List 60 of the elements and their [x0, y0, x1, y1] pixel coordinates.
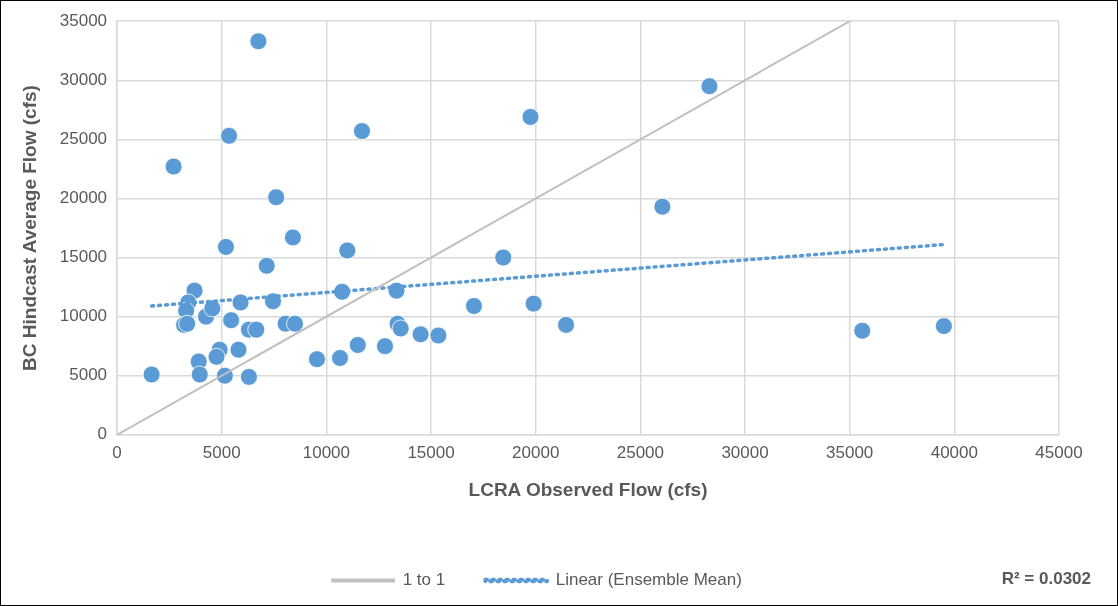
- x-tick-label: 25000: [616, 442, 665, 462]
- y-tick-label: 5000: [69, 365, 108, 385]
- point: [653, 197, 672, 216]
- y-tick-label: 30000: [59, 69, 108, 89]
- x-tick-label: 40000: [930, 442, 978, 462]
- x-tick-label: 5000: [202, 442, 241, 462]
- point: [203, 299, 222, 318]
- point: [164, 157, 183, 176]
- x-tick-label: 10000: [302, 442, 351, 462]
- point: [142, 365, 161, 384]
- x-tick-label: 30000: [721, 442, 769, 462]
- point: [411, 325, 430, 344]
- y-tick-label: 15000: [59, 247, 108, 267]
- y-tick-label: 25000: [59, 129, 108, 149]
- point: [494, 248, 513, 267]
- point: [220, 126, 238, 145]
- point: [308, 350, 326, 369]
- legend-label: 1 to 1: [402, 570, 446, 590]
- point: [286, 314, 304, 333]
- y-tick-label: 35000: [59, 10, 108, 30]
- x-tick-label: 35000: [826, 442, 874, 462]
- y-tick-label: 0: [97, 424, 108, 444]
- x-tick-label: 20000: [512, 442, 560, 462]
- point: [257, 256, 276, 275]
- point: [240, 368, 258, 386]
- point: [853, 321, 872, 340]
- point: [229, 340, 248, 359]
- x-tick-label: 0: [112, 442, 122, 462]
- point: [700, 77, 719, 96]
- x-tick-label: 15000: [407, 442, 455, 462]
- point: [247, 320, 266, 339]
- point: [934, 317, 953, 335]
- point: [222, 311, 241, 330]
- point: [249, 32, 268, 51]
- point: [331, 349, 349, 367]
- point: [429, 326, 448, 345]
- point: [391, 319, 410, 338]
- x-tick-label: 45000: [1035, 442, 1083, 462]
- y-tick-label: 10000: [59, 306, 108, 326]
- point: [353, 122, 371, 140]
- point: [524, 294, 543, 313]
- point: [264, 292, 282, 311]
- point: [348, 336, 367, 354]
- text: R² = 0.0302: [1001, 568, 1091, 588]
- legend-label: Linear (Ensemble Mean): [555, 570, 742, 590]
- point: [465, 297, 483, 315]
- point: [284, 228, 302, 247]
- point: [376, 337, 394, 356]
- point: [207, 347, 226, 366]
- point: [231, 293, 250, 312]
- point: [178, 314, 197, 333]
- point: [338, 241, 357, 260]
- x-axis-title: LCRA Observed Flow (cfs): [468, 478, 708, 500]
- y-axis-title: BC Hindcast Average Flow (cfs): [18, 85, 40, 371]
- point: [267, 188, 286, 207]
- point: [557, 316, 575, 334]
- point: [190, 365, 209, 384]
- point: [521, 108, 540, 126]
- y-tick-label: 20000: [59, 188, 108, 208]
- point: [217, 238, 235, 256]
